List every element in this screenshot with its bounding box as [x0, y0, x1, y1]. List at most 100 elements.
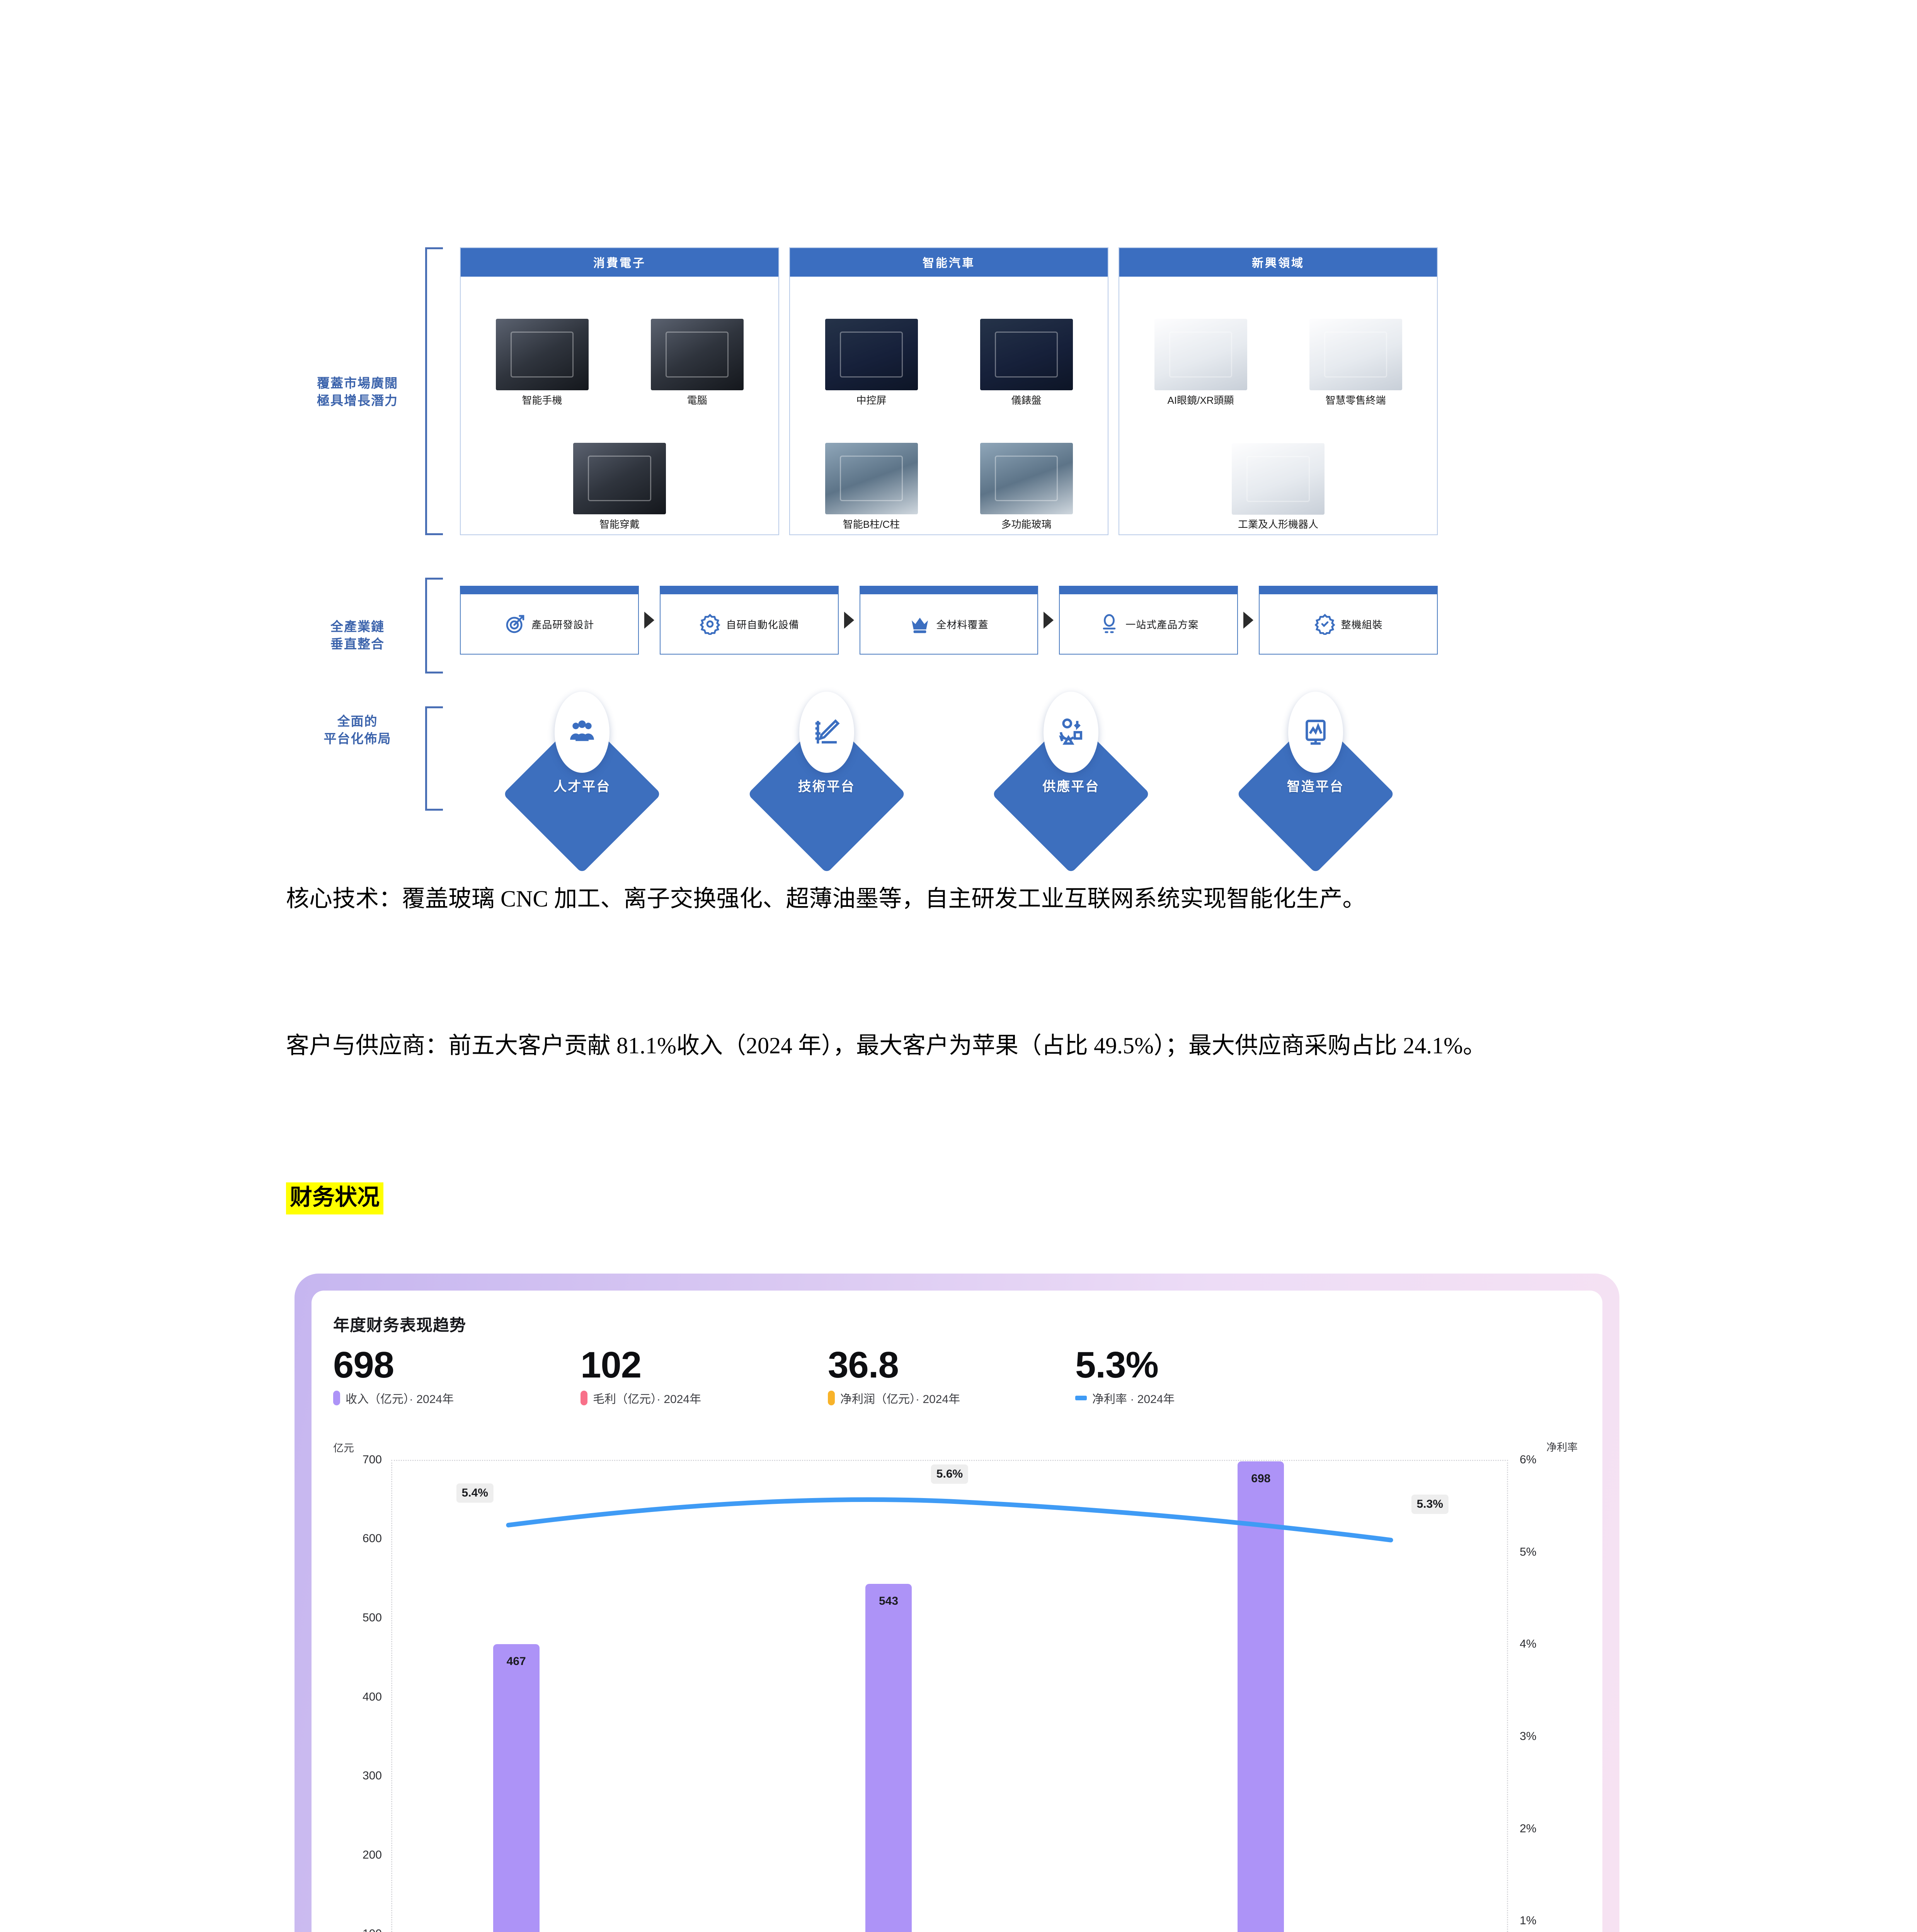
laptop-image — [650, 319, 744, 390]
platform-badge — [555, 692, 610, 773]
y-axis-unit-left: 亿元 — [333, 1442, 354, 1454]
legend-swatch-revenue — [333, 1390, 340, 1405]
y-tick: 400 — [362, 1690, 382, 1703]
bracket-label-market-line2: 極具增長潛力 — [317, 393, 398, 408]
y-axis-unit-right: 净利率 — [1546, 1442, 1578, 1453]
legend-swatch-net-profit — [828, 1390, 835, 1405]
market-panel-smart-auto: 智能汽車 中控屏 儀錶盤 — [789, 247, 1108, 535]
lightbulb-icon — [1098, 613, 1120, 635]
panel-title: 消費電子 — [461, 248, 778, 277]
supply-cycle-icon — [1059, 718, 1083, 745]
y-tick: 300 — [362, 1769, 382, 1782]
product-caption: AI眼鏡/XR頭顯 — [1167, 395, 1234, 406]
chain-step-rnd: 產品研發設計 — [460, 586, 639, 655]
chain-step-label: 一站式產品方案 — [1125, 619, 1199, 631]
y-tick: 600 — [362, 1532, 382, 1545]
product-caption: 電腦 — [687, 395, 707, 406]
kpi-legend: 毛利（亿元）· 2024年 — [581, 1389, 828, 1406]
product-cell: 儀錶盤 — [949, 319, 1104, 407]
financial-chart-card: 年度财务表现趋势 698 收入（亿元）· 2024年 102 毛利（亿元）· 2… — [295, 1274, 1619, 1932]
retail-terminal-image — [1309, 319, 1402, 390]
kpi-net-margin: 5.3% 净利率 · 2024年 — [1075, 1344, 1323, 1406]
platform-badge — [1288, 692, 1343, 773]
people-icon — [570, 720, 594, 741]
crown-icon — [909, 613, 931, 635]
platform-label: 智造平台 — [1287, 779, 1344, 794]
product-cell: 智慧零售終端 — [1278, 319, 1433, 407]
platform-label: 人才平台 — [553, 779, 611, 794]
bracket-label-valuechain-line2: 垂直整合 — [330, 636, 385, 651]
product-cell: 電腦 — [620, 319, 775, 407]
multifunction-glass-image — [980, 442, 1073, 514]
platform-supply: 供應平台 — [949, 692, 1193, 874]
process-chain-row: 產品研發設計 自研自動化設備 全材料覆蓋 — [460, 572, 1438, 668]
smartphone-image — [495, 319, 589, 390]
market-panel-consumer-electronics: 消費電子 智能手機 電腦 — [460, 247, 779, 535]
kpi-row: 698 收入（亿元）· 2024年 102 毛利（亿元）· 2024年 36.8 — [333, 1344, 1578, 1406]
monitor-chart-icon — [1305, 719, 1326, 745]
kpi-value: 36.8 — [828, 1344, 899, 1386]
platform-label: 技術平台 — [798, 779, 855, 794]
panel-body: 中控屏 儀錶盤 智能B柱/C柱 — [790, 277, 1108, 534]
product-cell: AI眼鏡/XR頭顯 — [1123, 319, 1278, 407]
platform-label: 供應平台 — [1042, 779, 1100, 794]
y2-tick: 5% — [1520, 1545, 1537, 1558]
chain-step-assembly: 整機組裝 — [1259, 586, 1438, 655]
product-caption: 智能B柱/C柱 — [843, 518, 900, 530]
platform-technology: 技術平台 — [705, 692, 949, 874]
product-caption: 儀錶盤 — [1011, 395, 1042, 406]
center-display-image — [825, 319, 918, 390]
kpi-legend: 收入（亿元）· 2024年 — [333, 1389, 581, 1406]
chart-inner: 年度财务表现趋势 698 收入（亿元）· 2024年 102 毛利（亿元）· 2… — [312, 1291, 1602, 1932]
bar-revenue[interactable]: 698 — [1238, 1461, 1284, 1932]
kpi-legend-label: 毛利（亿元）· 2024年 — [593, 1393, 701, 1406]
legend-swatch-net-margin — [1075, 1395, 1087, 1400]
gridline — [391, 1460, 1508, 1461]
chain-step-materials: 全材料覆蓋 — [859, 586, 1039, 655]
panel-body: 智能手機 電腦 智能穿戴 — [461, 277, 778, 534]
y-tick: 700 — [362, 1453, 382, 1466]
product-caption: 智能手機 — [522, 395, 562, 406]
chain-step-label: 產品研發設計 — [531, 619, 594, 631]
kpi-net-profit: 36.8 净利润（亿元）· 2024年 — [828, 1344, 1075, 1406]
bar-revenue[interactable]: 467 — [493, 1644, 540, 1932]
kpi-value: 5.3% — [1075, 1344, 1159, 1386]
product-cell: 智能B柱/C柱 — [794, 442, 949, 531]
platform-badge — [1044, 692, 1099, 773]
product-cell: 多功能玻璃 — [949, 442, 1104, 531]
ruler-pen-icon — [815, 719, 840, 744]
y-tick: 200 — [362, 1848, 382, 1861]
product-caption: 智能穿戴 — [599, 518, 640, 530]
product-cell: 智能手機 — [465, 319, 620, 407]
gear-fingerprint-icon — [699, 613, 721, 635]
ar-glasses-image — [1154, 319, 1247, 390]
bar-group-2024: 698 102 36.8 2024年 — [1136, 1460, 1508, 1932]
y2-tick: 2% — [1520, 1822, 1537, 1835]
platform-badge — [799, 692, 854, 773]
bracket-label-market-line1: 覆蓋市場廣闊 — [317, 376, 398, 390]
bracket-label-column: 覆蓋市場廣闊 極具增長潛力 全產業鏈 垂直整合 全面的 平台化佈局 — [294, 232, 443, 811]
y-axis-line-left — [391, 1460, 392, 1932]
target-arrow-icon — [504, 613, 526, 635]
bracket-label-platform-line1: 全面的 — [337, 714, 378, 728]
paragraph-customers-suppliers: 客户与供应商：前五大客户贡献 81.1%收入（2024 年），最大客户为苹果（占… — [286, 1033, 1486, 1058]
kpi-legend: 净利润（亿元）· 2024年 — [828, 1389, 1075, 1406]
y2-tick: 4% — [1520, 1638, 1537, 1651]
chain-step-label: 自研自動化設備 — [726, 619, 799, 631]
chain-step-label: 全材料覆蓋 — [936, 619, 989, 631]
product-caption: 智慧零售終端 — [1325, 395, 1386, 406]
market-panel-emerging: 新興領域 AI眼鏡/XR頭顯 智慧零售終端 — [1119, 247, 1438, 535]
chevron-right-icon — [839, 612, 860, 629]
kpi-legend-label: 收入（亿元）· 2024年 — [346, 1393, 454, 1406]
y-axis-line-right — [1507, 1460, 1508, 1932]
bar-revenue[interactable]: 543 — [865, 1583, 912, 1932]
chart-title: 年度财务表现趋势 — [333, 1316, 466, 1334]
bar-group-2022: 467 85.5 25.2 2022年 — [391, 1460, 763, 1932]
y2-tick: 6% — [1520, 1453, 1537, 1466]
panel-body: AI眼鏡/XR頭顯 智慧零售終端 工業及人形機器人 — [1119, 277, 1437, 534]
y2-tick: 3% — [1520, 1730, 1537, 1743]
product-cell: 中控屏 — [794, 319, 949, 407]
chart-bars: 467 85.5 25.2 2022年 — [391, 1460, 1508, 1932]
product-caption: 工業及人形機器人 — [1238, 518, 1318, 530]
value-chain-diagram: 覆蓋市場廣闊 極具增長潛力 全產業鏈 垂直整合 全面的 平台化佈局 消費電子 — [294, 232, 1438, 874]
